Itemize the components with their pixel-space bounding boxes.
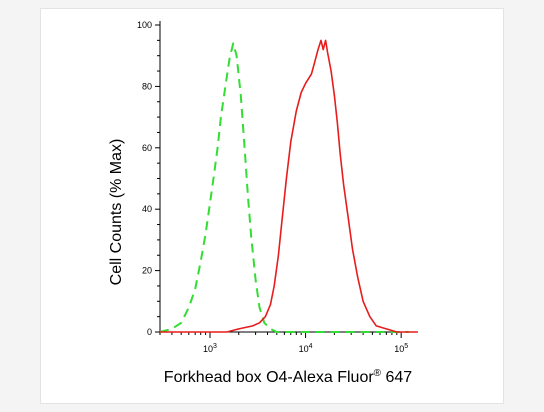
x-tick-label: 104 xyxy=(299,343,313,354)
y-tick-label: 20 xyxy=(142,266,152,276)
chart-frame xyxy=(40,8,504,404)
x-tick-label: 105 xyxy=(394,343,408,354)
y-tick-label: 60 xyxy=(142,143,152,153)
x-axis-label-tail: 647 xyxy=(381,369,412,386)
y-tick-label: 80 xyxy=(142,81,152,91)
x-axis-label-main: Forkhead box O4-Alexa Fluor xyxy=(164,369,375,386)
axes: 0 20 40 60 80 100 103 104 105 xyxy=(137,20,418,354)
x-axis-label-sup: ® xyxy=(374,368,382,379)
series-line-2 xyxy=(160,39,418,333)
series-group xyxy=(159,39,418,333)
y-tick-label: 0 xyxy=(147,327,152,337)
y-axis-label: Cell Counts (% Max) xyxy=(108,139,125,286)
x-tick-label: 103 xyxy=(203,343,217,354)
y-tick-label: 100 xyxy=(137,20,152,30)
y-tick-label: 40 xyxy=(142,204,152,214)
x-axis-label: Forkhead box O4-Alexa Fluor® 647 xyxy=(164,368,412,386)
series-line-1 xyxy=(159,42,409,333)
